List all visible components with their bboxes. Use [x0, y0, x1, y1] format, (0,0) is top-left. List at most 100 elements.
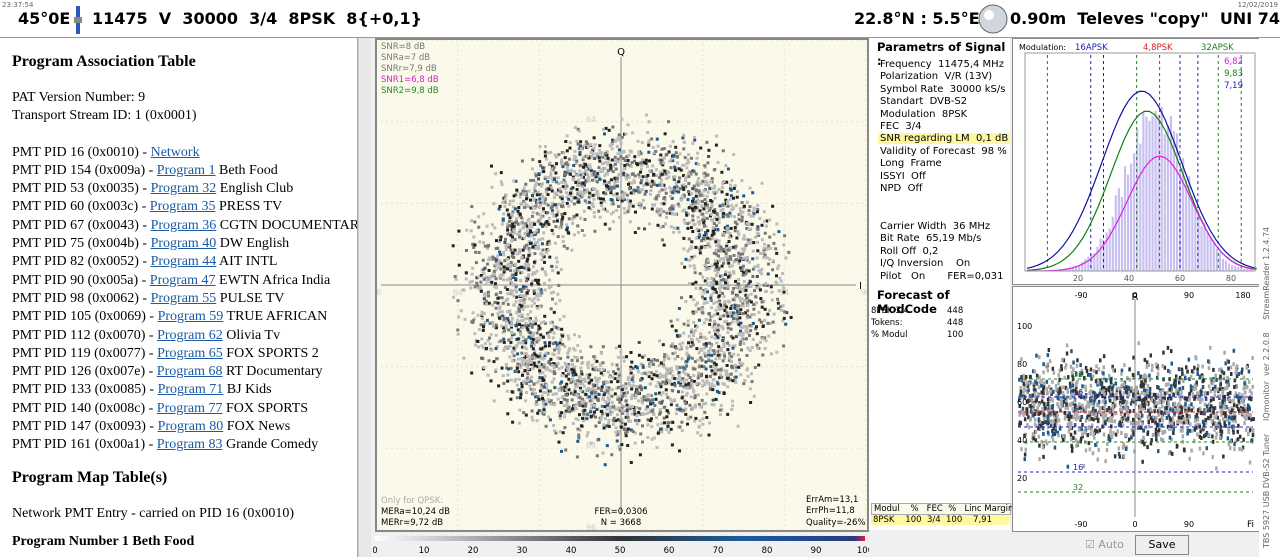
program-link[interactable]: Program 40: [150, 236, 217, 252]
sample-dot: [601, 207, 605, 211]
sample-dot: [457, 315, 461, 319]
program-link[interactable]: Program 36: [150, 217, 217, 233]
sample-dot: [1056, 430, 1059, 435]
scrollbar[interactable]: [358, 38, 371, 557]
sample-dot: [762, 299, 766, 303]
sample-dot: [668, 397, 672, 401]
program-name: PRESS TV: [215, 199, 283, 215]
sample-dot: [551, 232, 555, 236]
sample-dot: [586, 361, 590, 365]
sample-dot: [616, 380, 620, 384]
sample-dot: [564, 140, 568, 143]
sample-dot: [483, 266, 487, 270]
program-link[interactable]: Program 65: [157, 345, 223, 361]
sample-dot: [530, 409, 534, 413]
sample-dot: [729, 334, 733, 338]
program-link[interactable]: Program 83: [156, 437, 223, 453]
sample-dot: [677, 180, 681, 184]
sample-dot: [691, 282, 695, 286]
sample-dot: [1037, 411, 1041, 416]
sample-dot: [671, 342, 675, 346]
sample-dot: [612, 416, 616, 420]
program-link[interactable]: Program 44: [150, 254, 217, 270]
program-link[interactable]: Program 47: [149, 272, 216, 288]
sample-dot: [569, 370, 573, 374]
sample-dot: [1118, 401, 1122, 405]
sample-dot: [1160, 415, 1163, 419]
sample-dot: [482, 268, 486, 272]
sample-dot: [1103, 408, 1107, 413]
sample-dot: [485, 318, 489, 322]
sample-dot: [561, 195, 564, 199]
sample-dot: [585, 146, 589, 149]
sample-dot: [1067, 413, 1071, 418]
program-link[interactable]: Program 59: [157, 309, 224, 325]
sample-dot: [580, 185, 584, 189]
program-link[interactable]: Program 35: [149, 199, 216, 215]
sample-dot: [627, 375, 631, 379]
sample-dot: [591, 392, 595, 396]
sample-dot: [670, 205, 674, 209]
sample-dot: [763, 219, 766, 223]
sample-dot: [540, 347, 544, 351]
program-link[interactable]: Program 68: [156, 364, 223, 380]
sample-dot: [1189, 422, 1192, 427]
sample-dot: [587, 206, 591, 210]
signal-row: Long Frame: [880, 158, 942, 170]
sample-dot: [707, 148, 711, 152]
sample-dot: [597, 196, 600, 200]
sample-dot: [713, 191, 717, 195]
program-link[interactable]: Program 77: [156, 400, 223, 416]
sample-dot: [575, 359, 579, 363]
sample-dot: [713, 208, 717, 212]
sample-dot: [565, 166, 569, 169]
sample-dot: [698, 402, 701, 406]
sample-dot: [557, 345, 561, 348]
sample-dot: [733, 304, 737, 308]
sample-dot: [704, 401, 708, 405]
sample-dot: [678, 366, 682, 370]
sample-dot: [534, 278, 538, 282]
pmt-pid: PMT PID 133 (0x0085) -: [12, 382, 158, 398]
program-link[interactable]: Program 71: [157, 382, 224, 398]
sample-dot: [722, 295, 726, 299]
sample-dot: [726, 167, 730, 171]
sample-dot: [573, 355, 577, 359]
sample-dot: [723, 320, 727, 324]
sample-dot: [1054, 429, 1057, 434]
sample-dot: [629, 365, 633, 369]
program-link[interactable]: Program 32: [150, 181, 217, 197]
program-link[interactable]: Program 62: [157, 327, 223, 343]
program-link[interactable]: Program 55: [150, 290, 217, 306]
sample-dot: [583, 171, 587, 174]
sample-dot: [609, 212, 613, 216]
sample-dot: [554, 203, 558, 207]
sample-dot: [680, 378, 684, 382]
sample-dot: [686, 172, 690, 176]
sample-dot: [1175, 443, 1179, 448]
sample-dot: [694, 280, 698, 284]
sample-dot: [508, 199, 512, 203]
sample-dot: [538, 217, 542, 221]
sample-dot: [605, 424, 609, 428]
sample-dot: [746, 298, 750, 302]
sample-dot: [694, 405, 698, 409]
sample-dot: [763, 319, 767, 322]
sample-dot: [1099, 358, 1102, 363]
sample-dot: [1161, 404, 1164, 409]
sample-dot: [1148, 391, 1152, 396]
program-link[interactable]: Program 80: [157, 419, 224, 435]
sample-dot: [552, 364, 556, 368]
sample-dot: [623, 132, 626, 136]
program-link[interactable]: Program 1: [156, 162, 216, 178]
sample-dot: [719, 290, 722, 294]
sample-dot: [589, 143, 593, 147]
sample-dot: [573, 126, 577, 129]
sample-dot: [692, 197, 696, 201]
sample-dot: [659, 153, 663, 157]
sample-dot: [781, 319, 785, 323]
sample-dot: [741, 237, 745, 241]
sample-dot: [492, 269, 496, 273]
program-link[interactable]: Network: [150, 144, 200, 160]
sample-dot: [505, 208, 509, 212]
